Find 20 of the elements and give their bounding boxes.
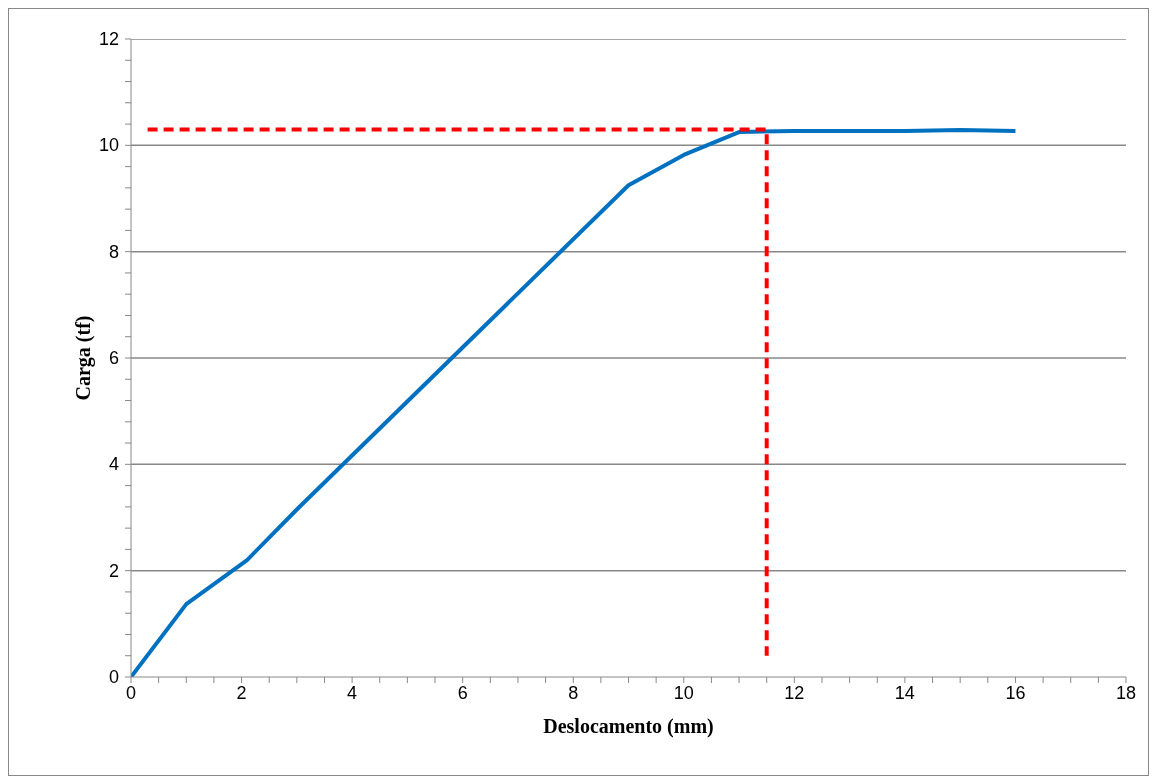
y-tick-label: 6 — [108, 348, 119, 368]
y-tick-label: 10 — [98, 135, 119, 156]
x-tick-label: 6 — [457, 683, 468, 703]
y-tick-label: 12 — [98, 29, 119, 49]
y-tick-label: 4 — [108, 454, 119, 475]
x-tick-label: 12 — [784, 683, 805, 703]
y-tick-label: 8 — [108, 241, 119, 262]
x-tick-label: 18 — [1115, 683, 1137, 703]
x-tick-label: 4 — [347, 683, 358, 703]
x-tick-label: 0 — [125, 683, 137, 703]
y-axis-title: Carga (tf) — [72, 315, 96, 401]
x-tick-label: 14 — [894, 683, 915, 703]
x-tick-label: 8 — [568, 683, 579, 703]
x-tick-label: 10 — [673, 683, 694, 703]
x-tick-label: 16 — [1005, 683, 1026, 703]
x-axis-title: Deslocamento (mm) — [543, 715, 714, 738]
y-tick-label: 2 — [108, 560, 119, 581]
y-tick-label: 0 — [108, 667, 119, 687]
line-series — [131, 127, 1018, 677]
x-tick-label: 2 — [236, 683, 247, 703]
